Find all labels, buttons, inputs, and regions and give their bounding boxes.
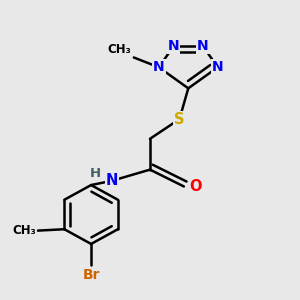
Text: N: N: [197, 39, 209, 53]
Text: S: S: [174, 112, 185, 127]
Text: H: H: [90, 167, 101, 180]
Text: CH₃: CH₃: [13, 224, 36, 237]
Text: N: N: [212, 60, 224, 74]
Text: Br: Br: [82, 268, 100, 282]
Text: O: O: [190, 179, 202, 194]
Text: N: N: [153, 60, 165, 74]
Text: N: N: [168, 39, 179, 53]
Text: N: N: [106, 173, 118, 188]
Text: CH₃: CH₃: [107, 43, 131, 56]
